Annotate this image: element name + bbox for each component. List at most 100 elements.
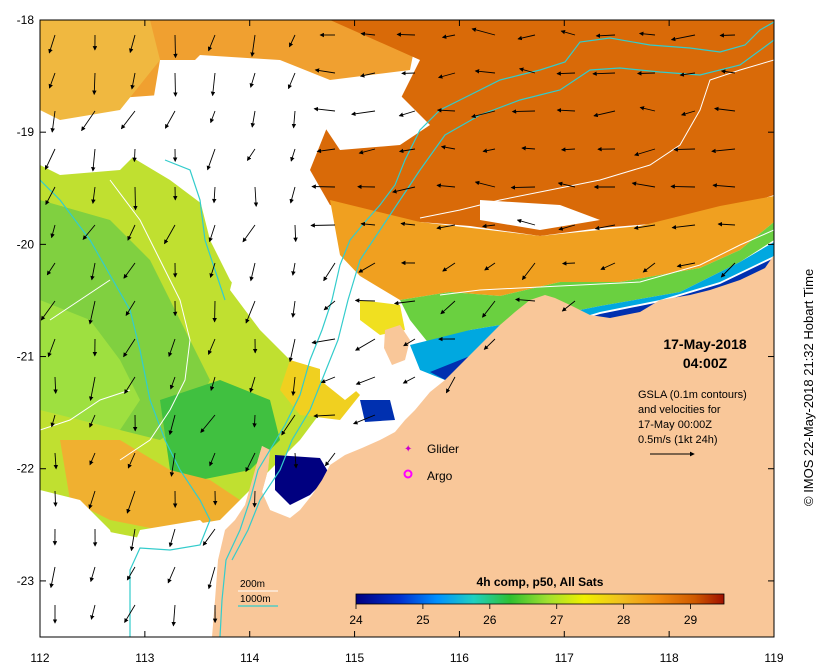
velocity-arrow	[250, 34, 256, 57]
velocity-arrow	[206, 148, 216, 171]
velocity-arrow	[91, 148, 96, 172]
colorbar-tick-label: 25	[416, 613, 430, 627]
velocity-arrow	[88, 300, 96, 325]
velocity-arrow	[311, 338, 336, 345]
velocity-arrow	[245, 452, 256, 473]
velocity-arrow	[207, 338, 216, 355]
velocity-arrow	[124, 604, 136, 624]
argo-marker-icon	[403, 469, 413, 479]
velocity-arrow	[40, 300, 56, 321]
velocity-arrow	[129, 34, 136, 54]
platform-markers: ✦	[403, 444, 413, 479]
velocity-arrow	[680, 110, 696, 117]
velocity-arrow	[474, 180, 496, 188]
velocity-arrow	[600, 262, 616, 270]
velocity-arrow	[403, 338, 416, 347]
velocity-arrow	[311, 184, 336, 189]
island	[384, 325, 410, 365]
velocity-arrow	[436, 183, 456, 188]
y-tick-label: -18	[17, 13, 35, 27]
velocity-arrow	[165, 110, 176, 129]
velocity-arrow	[288, 338, 296, 363]
velocity-arrow	[210, 72, 216, 97]
colorbar-tick-label: 28	[617, 613, 631, 627]
velocity-arrow	[167, 566, 176, 584]
velocity-arrow	[168, 414, 176, 436]
velocity-arrow	[169, 452, 176, 477]
velocity-arrow	[45, 186, 56, 206]
velocity-arrow	[482, 148, 496, 153]
velocity-arrow	[634, 148, 656, 157]
x-tick-label: 115	[345, 651, 364, 665]
velocity-arrow	[126, 490, 136, 514]
velocity-arrow	[679, 72, 696, 77]
velocity-arrow	[436, 108, 456, 113]
velocity-arrow	[558, 224, 576, 231]
velocity-arrow	[642, 262, 656, 273]
velocity-arrow	[246, 148, 256, 162]
velocity-arrow	[316, 148, 336, 154]
velocity-arrow	[209, 376, 216, 392]
velocity-arrow	[209, 262, 216, 279]
velocity-arrow	[671, 224, 696, 230]
velocity-arrow	[714, 106, 736, 112]
velocity-arrow	[592, 71, 616, 76]
velocity-arrow	[358, 148, 376, 155]
velocity-arrow	[359, 72, 376, 78]
velocity-arrow	[720, 262, 736, 278]
velocity-arrow	[91, 186, 96, 204]
y-tick-label: -23	[17, 574, 35, 588]
velocity-arrow	[560, 29, 576, 36]
velocity-arrow	[164, 224, 176, 245]
velocity-arrow	[353, 414, 376, 425]
velocity-arrow	[120, 110, 136, 130]
velocity-arrow	[127, 224, 136, 241]
velocity-arrow	[711, 148, 736, 154]
velocity-arrow	[89, 414, 96, 428]
velocity-arrow	[676, 262, 696, 268]
x-tick-label: 116	[450, 651, 469, 665]
velocity-arrow	[398, 148, 416, 154]
colorbar-tick-label: 29	[684, 613, 698, 627]
velocity-arrow	[132, 148, 137, 163]
velocity-arrow	[171, 604, 176, 627]
isobaths	[40, 21, 774, 637]
velocity-arrow	[281, 414, 296, 436]
legend-200m-label: 200m	[240, 579, 265, 590]
velocity-arrow	[50, 224, 56, 239]
velocity-arrow	[398, 110, 416, 117]
velocity-arrow	[47, 338, 56, 358]
velocity-arrow	[471, 27, 496, 36]
velocity-arrow	[129, 528, 136, 552]
velocity-arrow	[53, 452, 59, 470]
velocity-arrow	[208, 224, 216, 243]
velocity-arrow	[594, 224, 616, 231]
velocity-arrow	[310, 223, 336, 228]
colorbar-tick-label: 27	[550, 613, 564, 627]
sst-field	[40, 20, 774, 637]
x-tick-label: 113	[135, 651, 154, 665]
velocity-arrow	[46, 262, 56, 276]
velocity-arrow	[125, 300, 136, 317]
velocity-arrow	[323, 262, 336, 282]
gsla-line-2: and velocities for	[638, 404, 721, 416]
velocity-arrow	[595, 33, 616, 38]
velocity-arrow	[313, 413, 336, 419]
velocity-arrow	[90, 604, 96, 620]
velocity-arrow	[48, 72, 56, 89]
y-tick-label: -21	[17, 350, 35, 364]
y-tick-label: -19	[17, 125, 35, 139]
velocity-arrow	[320, 376, 336, 384]
x-tick-label: 119	[764, 651, 783, 665]
velocity-arrow	[720, 69, 736, 74]
y-tick-label: -22	[17, 462, 35, 476]
velocity-arrow	[126, 566, 136, 581]
velocity-arrow	[249, 262, 256, 282]
velocity-arrow	[556, 71, 576, 76]
velocity-arrow	[207, 34, 216, 52]
velocity-arrow	[293, 452, 299, 469]
velocity-arrow	[50, 110, 56, 133]
velocity-arrow	[670, 34, 696, 42]
north-west-cape	[252, 446, 270, 515]
velocity-arrow	[252, 490, 257, 508]
